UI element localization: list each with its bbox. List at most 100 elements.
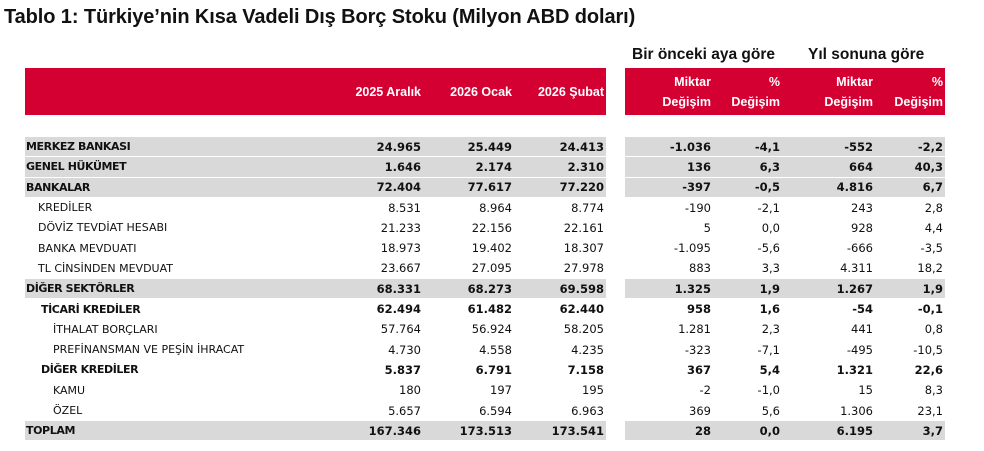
table-row: İTHALAT BORÇLARI 57.764 56.924 58.205 1.281 2… [25, 318, 945, 340]
header-2026-ocak: 2026 Ocak [423, 68, 514, 116]
cell-value: 4.558 [423, 338, 514, 360]
cell-value: 24.965 [331, 135, 423, 157]
cell-value: 8.964 [423, 196, 514, 218]
row-label: BANKA MEVDUATI [25, 237, 331, 259]
header-gap [606, 68, 625, 116]
cell-value: 664 [782, 156, 875, 178]
cell-value: 58.205 [514, 318, 606, 340]
column-gap [606, 338, 625, 360]
table-row: ÖZEL 5.657 6.594 6.963 369 5,6 1.306 23,1 [25, 399, 945, 421]
cell-value: 1,9 [875, 278, 945, 299]
column-gap [606, 379, 625, 401]
cell-value: 5,6 [713, 399, 782, 421]
cell-value: 3,3 [713, 257, 782, 279]
cell-value: 68.273 [423, 278, 514, 299]
row-label: DİĞER KREDİLER [25, 359, 331, 381]
spacer [25, 115, 945, 137]
cell-value: 68.331 [331, 278, 423, 299]
cell-value: 18.307 [514, 237, 606, 259]
cell-value: 6.791 [423, 359, 514, 381]
cell-value: 5 [625, 217, 713, 238]
cell-value: 6,3 [713, 156, 782, 178]
cell-value: 1.281 [625, 318, 713, 340]
row-label: MERKEZ BANKASI [25, 135, 331, 157]
header-2025-aralik: 2025 Aralık [331, 68, 423, 116]
cell-value: 197 [423, 379, 514, 401]
table-row: BANKA MEVDUATI 18.973 19.402 18.307 -1.095 -5… [25, 237, 945, 259]
cell-value: 2.174 [423, 156, 514, 178]
header-text: Miktar [836, 74, 873, 89]
cell-value: 77.617 [423, 176, 514, 198]
cell-value: 180 [331, 379, 423, 401]
cell-value: -397 [625, 176, 713, 198]
cell-value: -10,5 [875, 338, 945, 360]
cell-value: 441 [782, 318, 875, 340]
cell-value: -323 [625, 338, 713, 360]
table-row: TİCARİ KREDİLER 62.494 61.482 62.440 958 1,6-… [25, 298, 945, 320]
cell-value: 0,0 [713, 420, 782, 441]
header-text: Değişim [894, 94, 943, 109]
header-ytd-amount: Miktar Değişim [782, 68, 875, 116]
header-text: Miktar [674, 74, 711, 89]
cell-value: -0,5 [713, 176, 782, 198]
cell-value: 173.541 [514, 420, 606, 441]
row-label: GENEL HÜKÜMET [25, 156, 331, 178]
cell-value: 2,8 [875, 196, 945, 218]
column-gap [606, 359, 625, 381]
row-label: DÖVİZ TEVDİAT HESABI [25, 217, 331, 238]
row-label: KREDİLER [25, 196, 331, 218]
column-gap [606, 176, 625, 198]
cell-value: 4.816 [782, 176, 875, 198]
cell-value: 21.233 [331, 217, 423, 238]
header-text: % [768, 74, 780, 89]
group-header-ytd: Yıl sonuna göre [808, 46, 925, 63]
cell-value: 56.924 [423, 318, 514, 340]
cell-value: 883 [625, 257, 713, 279]
header-monthly-pct: % Değişim [713, 68, 782, 116]
cell-value: 22.156 [423, 217, 514, 238]
row-label: DİĞER SEKTÖRLER [25, 278, 331, 299]
cell-value: 369 [625, 399, 713, 421]
cell-value: 18,2 [875, 257, 945, 279]
cell-value: 1.646 [331, 156, 423, 178]
column-gap [606, 420, 625, 441]
cell-value: -54 [782, 298, 875, 320]
cell-value: 57.764 [331, 318, 423, 340]
cell-value: 1.321 [782, 359, 875, 381]
cell-value: -495 [782, 338, 875, 360]
cell-value: 25.449 [423, 135, 514, 157]
cell-value: 1,6 [713, 298, 782, 320]
cell-value: 8.531 [331, 196, 423, 218]
header-label [25, 68, 331, 116]
cell-value: -1,0 [713, 379, 782, 401]
row-label: BANKALAR [25, 176, 331, 198]
table-row: PREFİNANSMAN VE PEŞİN İHRACAT 4.730 4.558 4… [25, 338, 945, 360]
cell-value: 4.311 [782, 257, 875, 279]
header-2026-subat: 2026 Şubat [514, 68, 606, 116]
cell-value: 18.973 [331, 237, 423, 259]
cell-value: 958 [625, 298, 713, 320]
cell-value: 173.513 [423, 420, 514, 441]
cell-value: -7,1 [713, 338, 782, 360]
cell-value: 22,6 [875, 359, 945, 381]
cell-value: 195 [514, 379, 606, 401]
cell-value: 1,9 [713, 278, 782, 299]
cell-value: 1.306 [782, 399, 875, 421]
cell-value: 62.494 [331, 298, 423, 320]
cell-value: 243 [782, 196, 875, 218]
cell-value: 4.730 [331, 338, 423, 360]
column-gap [606, 237, 625, 259]
cell-value: 367 [625, 359, 713, 381]
cell-value: 5.657 [331, 399, 423, 421]
cell-value: 22.161 [514, 217, 606, 238]
cell-value: 77.220 [514, 176, 606, 198]
row-label: ÖZEL [25, 399, 331, 421]
header-text: Değişim [662, 94, 711, 109]
cell-value: 167.346 [331, 420, 423, 441]
cell-value: 0,8 [875, 318, 945, 340]
cell-value: -1.036 [625, 135, 713, 157]
cell-value: 4,4 [875, 217, 945, 238]
cell-value: 62.440 [514, 298, 606, 320]
header-text: % [931, 74, 943, 89]
row-label: TL CİNSİNDEN MEVDUAT [25, 257, 331, 279]
